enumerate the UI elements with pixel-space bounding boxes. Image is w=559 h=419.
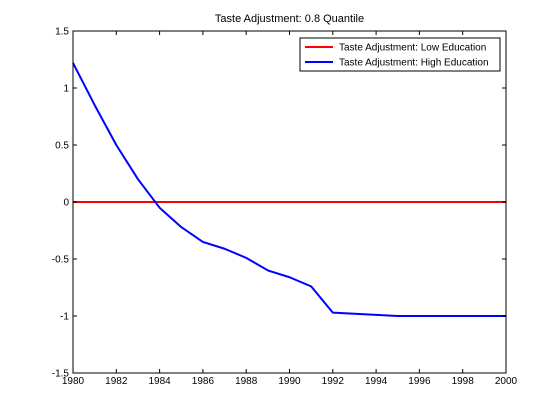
y-tick-label: -1.5 [52,369,70,380]
legend-box [299,37,501,72]
x-tick-label: 1994 [365,376,388,387]
x-tick-label: 1992 [322,376,345,387]
legend: Taste Adjustment: Low Education Taste Ad… [299,37,501,72]
series-line-high-education [72,62,506,317]
x-tick-label: 1984 [148,376,171,387]
x-tick-label: 1996 [408,376,431,387]
y-tick-label: -0.5 [52,255,70,266]
y-tick-label: 1.5 [55,27,69,38]
legend-label-high-education: Taste Adjustment: High Education [339,58,489,69]
tick-layer: 1980 1982 1984 1986 1988 1990 1992 1994 1996 1998… [52,27,518,388]
y-tick-label: 1 [63,84,69,95]
x-tick-label: 1980 [62,376,85,387]
y-tick-label: 0.5 [55,141,69,152]
series-layer [72,62,506,317]
x-tick-label: 1990 [278,376,301,387]
y-tick-label: -1 [60,312,69,323]
x-tick-label: 1986 [192,376,215,387]
x-tick-label: 1988 [235,376,258,387]
y-tick-label: 0 [63,198,69,209]
x-tick-label: 1982 [105,376,128,387]
chart-title: Taste Adjustment: 0.8 Quantile [215,13,364,25]
legend-label-low-education: Taste Adjustment: Low Education [339,43,486,54]
x-tick-label: 2000 [495,376,518,387]
x-tick-label: 1998 [452,376,475,387]
